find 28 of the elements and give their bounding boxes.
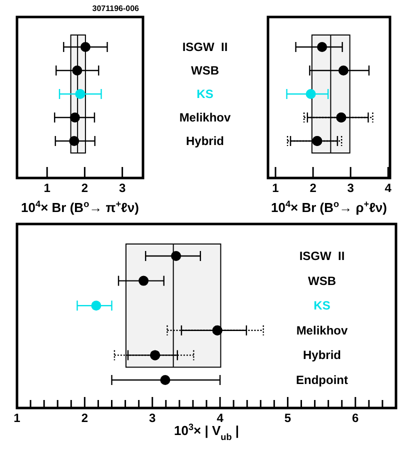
x-tick-label: 3 [118,181,126,195]
x-tick-label: 3 [347,181,354,195]
x-axis-title: 10$^{4}$× Br (B$^{o}$→ ρ$^{+}$ℓν) [271,199,387,215]
x-tick-label: 2 [310,181,317,195]
y-tick-label: KS [314,298,330,313]
x-tick-label: 1 [44,181,51,195]
x-tick-label: 3 [149,411,156,425]
x-tick-label: 2 [81,181,88,195]
y-tick-label: WSB [308,274,336,288]
y-tick-label: Hybrid [186,134,224,148]
x-tick-label: 5 [284,411,292,425]
y-tick-label: ISGW II [182,40,228,54]
text: 3071196-006 [92,4,140,13]
y-tick-label: Hybrid [302,348,342,362]
y-tick-label: Endpoint [296,373,348,387]
y-tick-label: Melikhov [179,110,231,124]
x-tick-label: 1 [14,411,21,425]
y-tick-label: KS [196,87,214,101]
x-tick-label: 6 [352,411,360,425]
x-tick-label: 4 [216,411,224,425]
x-axis-title: 10$^{3}$× | V$_{ub}$ | [174,422,240,442]
x-axis-title: 10$^{4}$× Br (B$^{o}$→ π$^{+}$ℓν) [21,199,139,215]
y-tick-label: Melikhov [296,323,348,338]
y-tick-label: WSB [191,64,220,78]
x-tick-label: 4 [384,181,392,195]
x-tick-label: 2 [81,411,88,425]
x-tick-label: 1 [272,181,280,195]
y-tick-label: ISGW II [299,249,345,263]
